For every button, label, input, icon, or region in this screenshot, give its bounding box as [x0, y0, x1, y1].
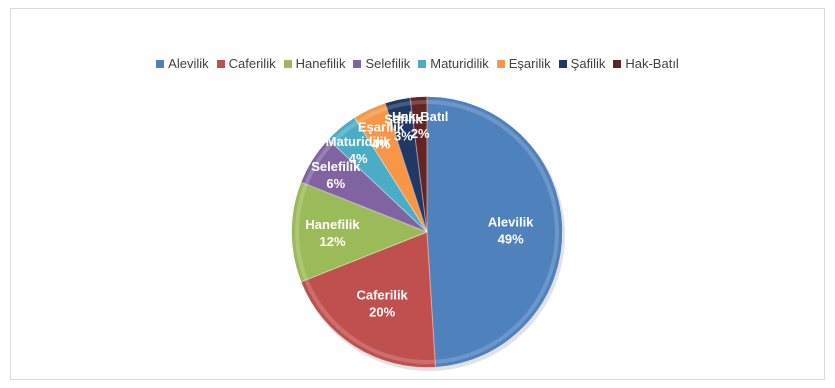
slice-label-hanefilik: Hanefilik 12% [305, 217, 360, 249]
legend-swatch [558, 59, 567, 68]
legend-label: Eşarilik [508, 56, 551, 71]
pie-slice-bevel [304, 141, 334, 185]
legend-item: Hak-Batıl [613, 56, 679, 71]
pie-slice-alevilik [426, 96, 563, 367]
slice-label-caferilik: Caferilik 20% [356, 288, 408, 320]
legend-label: Hanefilik [295, 56, 346, 71]
slice-label-maturidilik: Maturidilik 4% [326, 134, 392, 166]
legend-item: Caferilik [216, 56, 276, 71]
pie-slice-bevel [295, 183, 308, 281]
slice-label-hak-batıl: Hak-Batıl 2% [392, 109, 448, 141]
legend-item: Eşarilik [496, 56, 551, 71]
legend-swatch [613, 59, 622, 68]
pie-slice-bevel [304, 279, 436, 364]
legend-swatch [283, 59, 292, 68]
legend-item: Hanefilik [283, 56, 346, 71]
slice-label-selefilik: Selefilik 6% [311, 159, 361, 191]
legend-item: Alevilik [156, 56, 209, 71]
legend-label: Hak-Batıl [625, 56, 679, 71]
legend-item: Şafilik [558, 56, 606, 71]
slice-separator [301, 231, 428, 283]
legend-swatch [156, 59, 165, 68]
legend-swatch [418, 59, 427, 68]
slice-label-alevilik: Alevilik 49% [488, 214, 534, 246]
pie-slice-bevel [426, 100, 559, 364]
legend-label: Selefilik [365, 56, 411, 71]
chart-legend: Alevilik Caferilik Hanefilik Selefilik Matur… [0, 56, 835, 71]
pie-slice-hanefilik [291, 181, 428, 283]
slice-separator [328, 139, 428, 233]
legend-swatch [496, 59, 505, 68]
slice-separator [409, 98, 428, 233]
pie-slice-caferilik [301, 231, 436, 368]
pie-slice-bevel [410, 100, 428, 106]
legend-item: Maturidilik [418, 56, 489, 71]
legend-label: Alevilik [168, 56, 209, 71]
legend-label: Caferilik [228, 56, 276, 71]
slice-label-şafilik: Şafilik 3% [384, 112, 423, 144]
legend-swatch [353, 59, 362, 68]
slice-separator [301, 181, 428, 233]
legend-item: Selefilik [353, 56, 410, 71]
slice-label-eşarilik: Eşarilik 4% [358, 119, 405, 151]
legend-swatch [216, 59, 225, 68]
slice-separator [426, 231, 436, 367]
legend-label: Şafilik [570, 56, 606, 71]
slice-separator [384, 103, 428, 233]
slice-separator [354, 117, 428, 233]
legend-label: Maturidilik [430, 56, 489, 71]
